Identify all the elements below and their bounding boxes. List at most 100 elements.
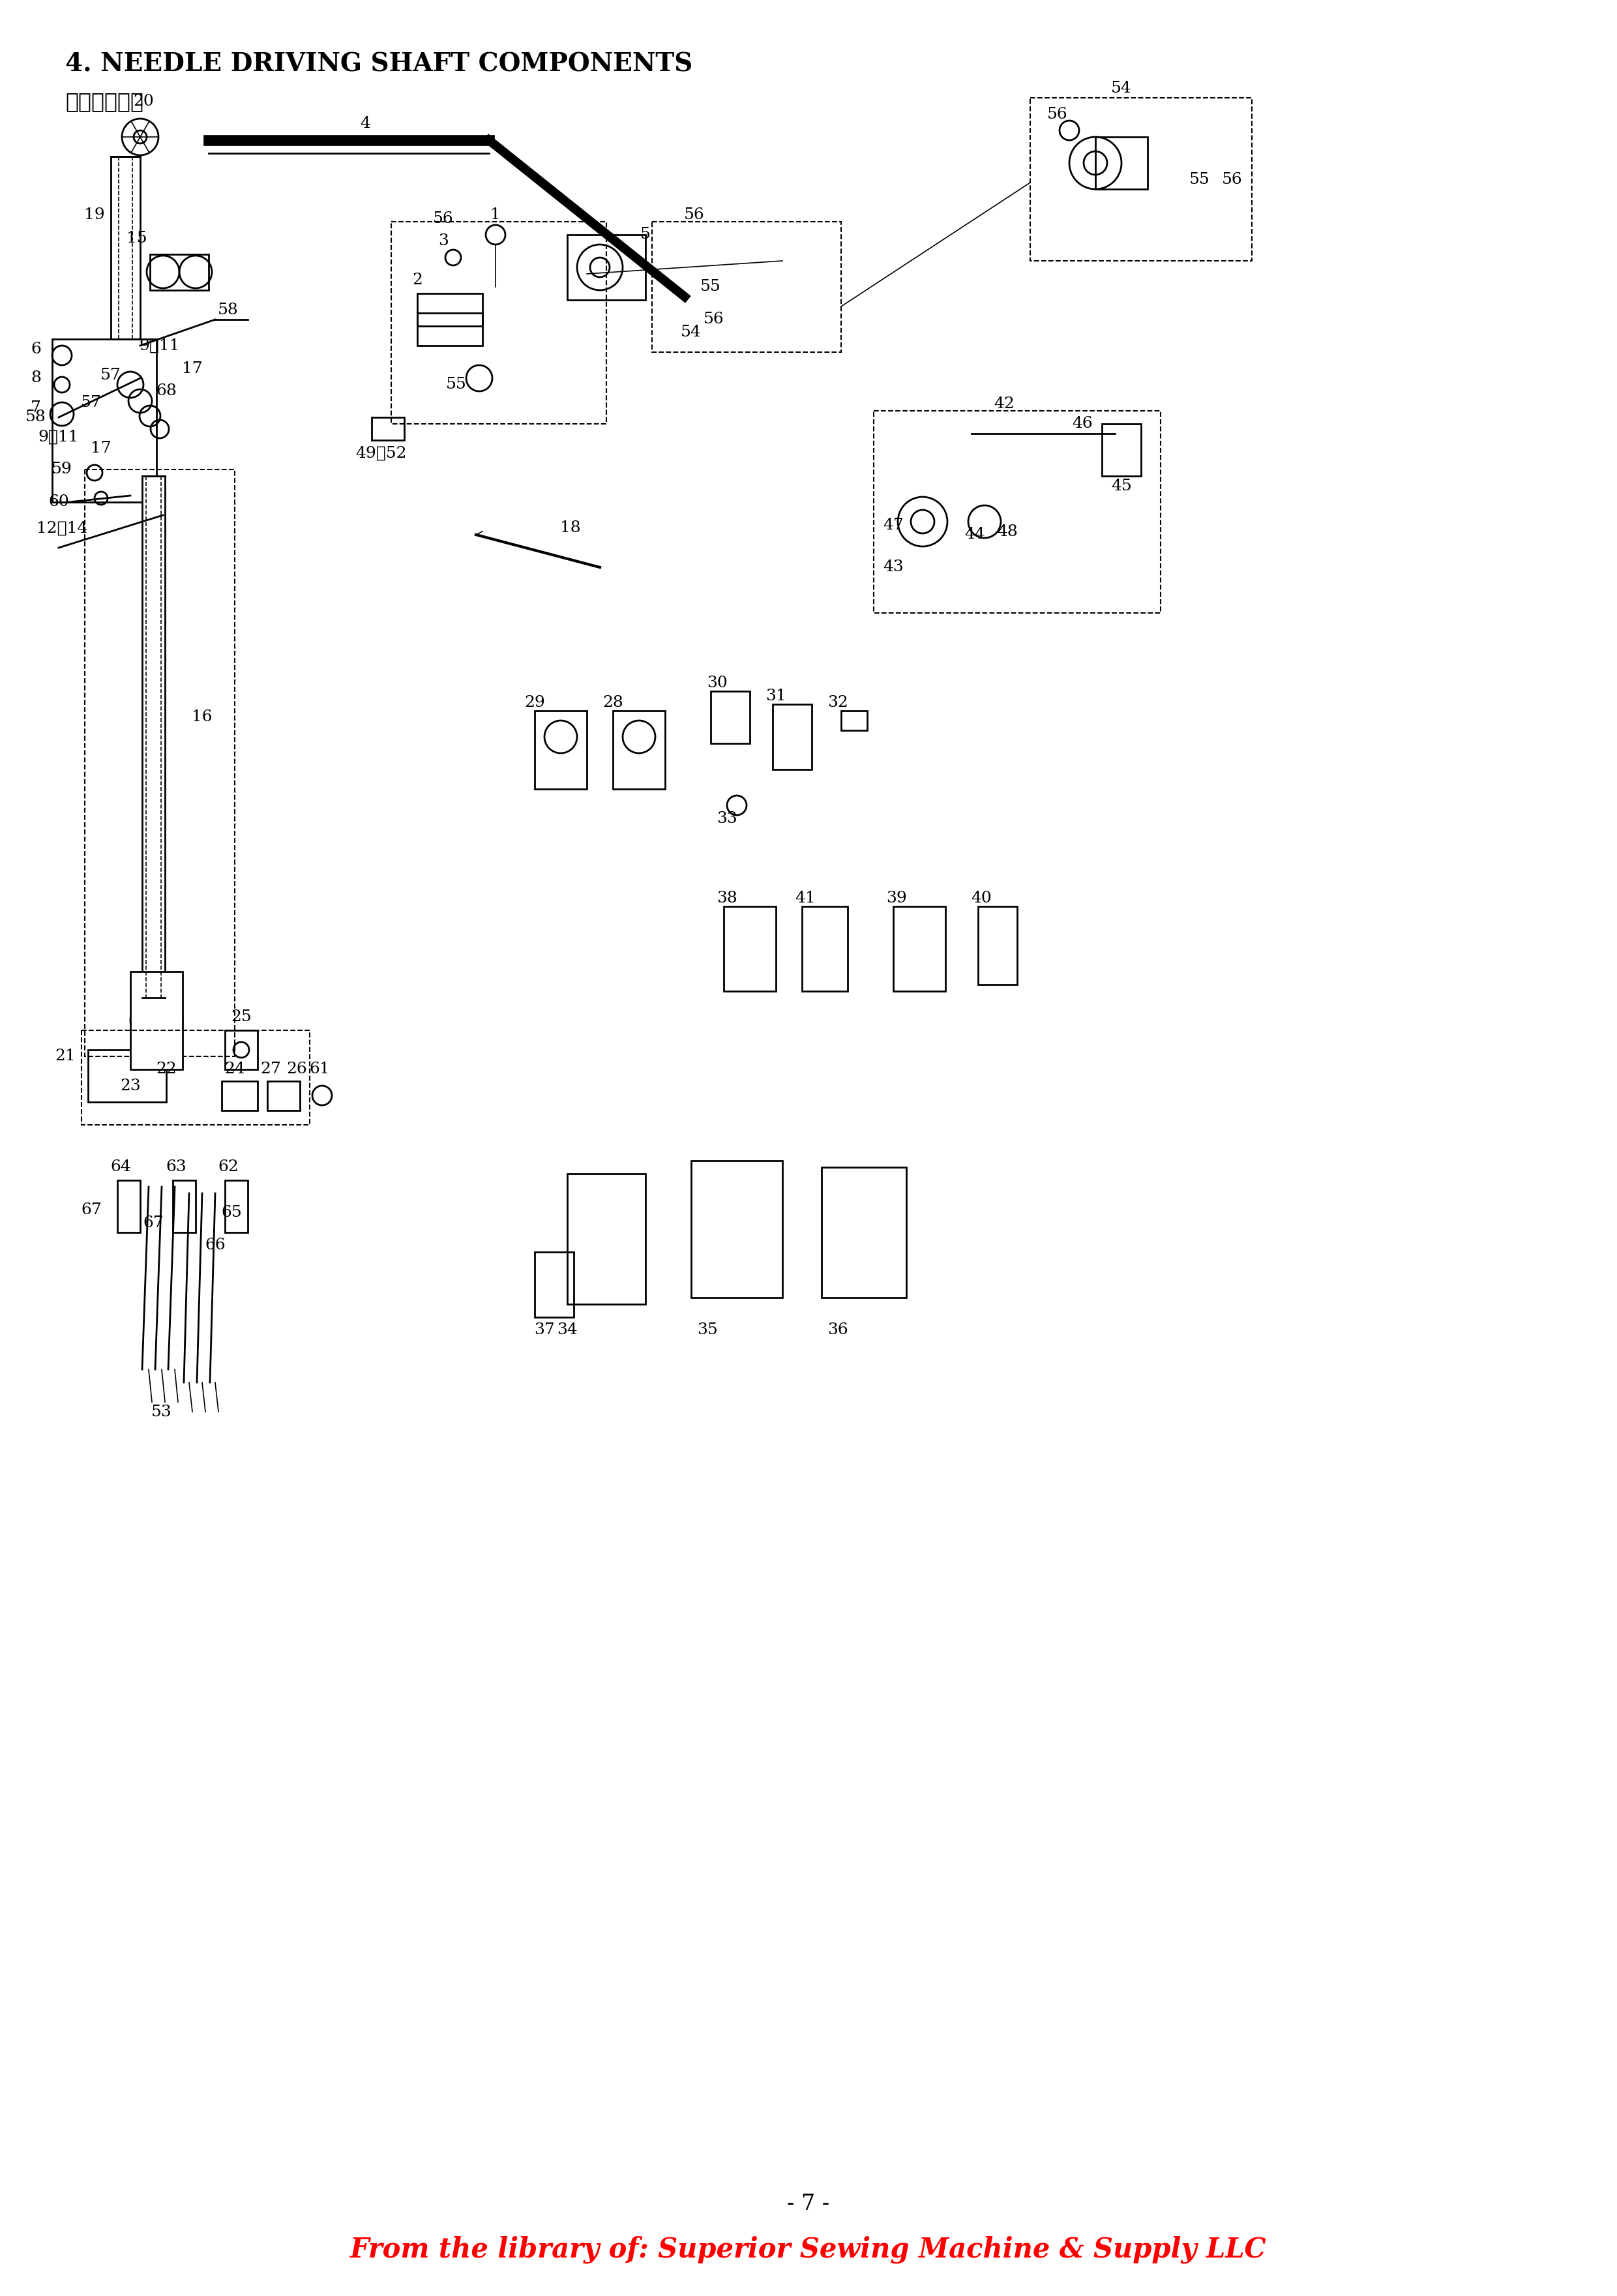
Bar	[568, 234, 645, 301]
Text: 4. NEEDLE DRIVING SHAFT COMPONENTS: 4. NEEDLE DRIVING SHAFT COMPONENTS	[65, 53, 692, 78]
Text: 39: 39	[886, 891, 907, 907]
Text: 59: 59	[52, 461, 73, 478]
Bar	[821, 1166, 906, 1297]
Text: 4: 4	[361, 117, 370, 131]
Text: 22: 22	[155, 1063, 176, 1077]
Text: 41: 41	[796, 891, 815, 907]
Bar	[81, 1031, 310, 1125]
Text: 32: 32	[828, 696, 849, 709]
Text: 45: 45	[1111, 478, 1132, 494]
Text: 35: 35	[697, 1322, 718, 1339]
Text: 19: 19	[84, 207, 105, 223]
Bar	[222, 1081, 257, 1111]
Bar	[1030, 99, 1252, 262]
Text: 62: 62	[218, 1159, 239, 1176]
Text: 5: 5	[640, 227, 650, 243]
Text: 3: 3	[438, 234, 448, 248]
Bar	[267, 1081, 299, 1111]
Bar	[690, 1162, 783, 1297]
Text: 58: 58	[26, 411, 47, 425]
Bar	[535, 1251, 574, 1318]
Text: 56: 56	[1222, 172, 1242, 186]
Text: 56: 56	[433, 211, 454, 225]
Text: 48: 48	[998, 523, 1017, 540]
Text: 针驱動軸關係: 针驱動軸關係	[65, 92, 144, 113]
Bar	[173, 1180, 196, 1233]
Bar	[978, 907, 1017, 985]
Text: 63: 63	[165, 1159, 186, 1176]
Bar	[52, 340, 157, 503]
Text: 12～14: 12～14	[37, 521, 87, 535]
Text: 64: 64	[110, 1159, 131, 1176]
Text: 21: 21	[55, 1049, 76, 1063]
Text: 9～11: 9～11	[39, 429, 79, 445]
Bar	[87, 1049, 167, 1102]
Text: 57: 57	[81, 395, 102, 411]
Bar	[131, 971, 183, 1070]
Text: 18: 18	[559, 521, 581, 535]
Text: 34: 34	[556, 1322, 577, 1339]
Text: 42: 42	[994, 397, 1014, 411]
Text: 55: 55	[1190, 172, 1210, 186]
Text: 43: 43	[883, 560, 904, 574]
Text: - 7 -: - 7 -	[787, 2193, 830, 2213]
Bar	[1101, 425, 1142, 475]
Bar	[652, 223, 841, 351]
Text: 56: 56	[684, 207, 705, 223]
Bar	[118, 1180, 141, 1233]
Bar	[225, 1031, 257, 1070]
Bar	[568, 1173, 645, 1304]
Text: 24: 24	[225, 1063, 246, 1077]
Bar	[893, 907, 946, 992]
Text: 44: 44	[964, 528, 985, 542]
Text: 40: 40	[970, 891, 991, 907]
Text: 15: 15	[126, 230, 147, 246]
Text: 20: 20	[133, 94, 154, 108]
Text: 1: 1	[490, 207, 501, 223]
Text: 46: 46	[1072, 416, 1093, 432]
Bar	[417, 294, 482, 347]
Text: 53: 53	[152, 1405, 171, 1419]
Bar	[711, 691, 750, 744]
Text: 29: 29	[524, 696, 545, 709]
Bar	[873, 411, 1161, 613]
Bar	[112, 156, 141, 340]
Text: 27: 27	[260, 1063, 281, 1077]
Text: 28: 28	[603, 696, 623, 709]
Bar	[535, 712, 587, 790]
Bar	[1095, 138, 1148, 188]
Bar	[372, 418, 404, 441]
Text: 30: 30	[707, 675, 728, 691]
Bar	[613, 712, 665, 790]
Text: From the library of: Superior Sewing Machine & Supply LLC: From the library of: Superior Sewing Mac…	[351, 2236, 1266, 2264]
Text: 9～11: 9～11	[139, 338, 179, 354]
Bar	[84, 468, 234, 1056]
Bar	[150, 255, 209, 289]
Text: 6: 6	[31, 342, 40, 356]
Bar	[724, 907, 776, 992]
Text: 66: 66	[205, 1238, 225, 1254]
Text: 25: 25	[231, 1010, 252, 1024]
Bar	[225, 1180, 247, 1233]
Text: 56: 56	[703, 312, 724, 326]
Text: 60: 60	[49, 494, 70, 510]
Text: 61: 61	[309, 1063, 330, 1077]
Text: 55: 55	[446, 377, 467, 393]
Text: 54: 54	[1111, 80, 1132, 96]
Text: 49～52: 49～52	[356, 445, 407, 461]
Bar	[391, 223, 606, 425]
Text: 68: 68	[155, 383, 176, 400]
Bar	[142, 475, 165, 999]
Text: 36: 36	[828, 1322, 849, 1339]
Bar	[802, 907, 847, 992]
Text: 8: 8	[31, 370, 40, 386]
Text: 33: 33	[716, 810, 737, 827]
Text: 58: 58	[218, 303, 239, 317]
Text: 7: 7	[31, 400, 40, 416]
Text: 55: 55	[700, 280, 721, 294]
Text: 23: 23	[120, 1079, 141, 1093]
Text: 31: 31	[765, 689, 786, 705]
Text: 65: 65	[222, 1205, 243, 1221]
Text: 56: 56	[1048, 106, 1067, 122]
Text: 17: 17	[91, 441, 112, 457]
